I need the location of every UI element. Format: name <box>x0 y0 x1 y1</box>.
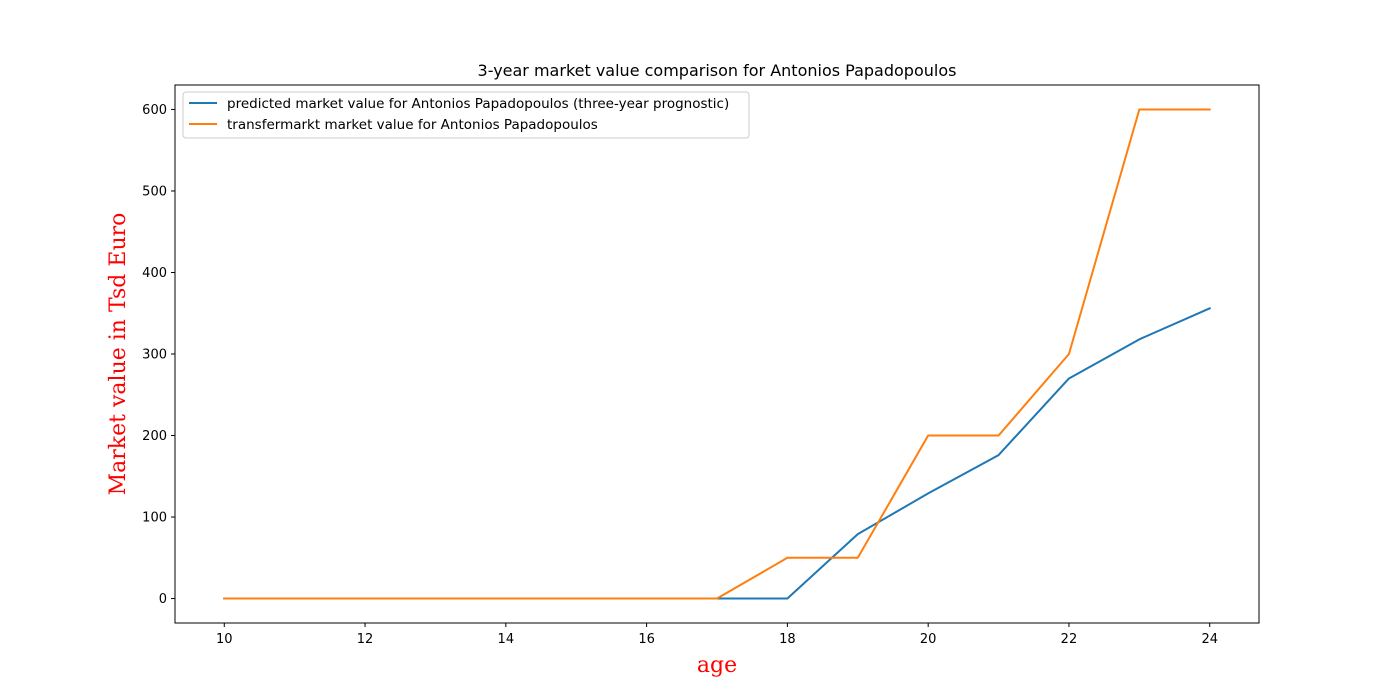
x-axis-label: age <box>697 653 737 678</box>
x-tick-label: 20 <box>920 632 937 647</box>
legend-box <box>182 91 750 139</box>
y-tick-label: 500 <box>142 184 167 199</box>
y-tick-label: 100 <box>142 511 167 526</box>
legend-label-1: predicted market value for Antonios Papa… <box>227 96 729 112</box>
y-tick-label: 600 <box>142 103 167 118</box>
x-tick-label: 22 <box>1061 632 1078 647</box>
legend: predicted market value for Antonios Papa… <box>182 91 750 139</box>
y-tick-label: 300 <box>142 348 167 363</box>
chart-title: 3-year market value comparison for Anton… <box>478 61 957 80</box>
series-line-2 <box>223 108 1211 600</box>
y-tick-label: 400 <box>142 266 167 281</box>
x-tick-label: 10 <box>216 632 233 647</box>
y-tick-label: 0 <box>159 592 167 607</box>
x-tick-label: 12 <box>357 632 374 647</box>
y-tick-label: 200 <box>142 429 167 444</box>
x-tick-label: 16 <box>638 632 655 647</box>
x-tick-label: 24 <box>1201 632 1218 647</box>
legend-label-2: transfermarkt market value for Antonios … <box>227 117 598 133</box>
x-tick-label: 14 <box>498 632 515 647</box>
y-axis-label: Market value in Tsd Euro <box>106 213 131 496</box>
x-tick-label: 18 <box>779 632 796 647</box>
